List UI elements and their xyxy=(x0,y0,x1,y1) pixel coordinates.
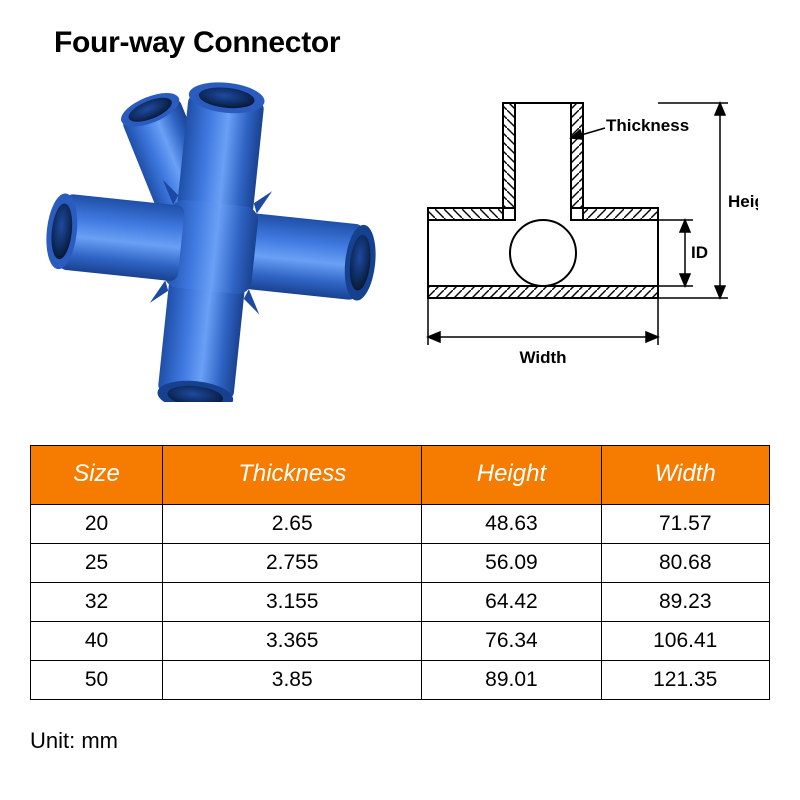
table-cell: 64.42 xyxy=(422,583,601,622)
table-row: 323.15564.4289.23 xyxy=(31,583,770,622)
table-cell: 89.01 xyxy=(422,661,601,700)
label-height: Height xyxy=(728,192,758,211)
table-cell: 3.155 xyxy=(163,583,422,622)
col-size: Size xyxy=(31,446,163,505)
table-cell: 76.34 xyxy=(422,622,601,661)
label-thickness: Thickness xyxy=(606,116,689,135)
table-cell: 89.23 xyxy=(601,583,770,622)
table-cell: 56.09 xyxy=(422,544,601,583)
spec-table: Size Thickness Height Width 202.6548.637… xyxy=(30,445,770,700)
table-cell: 48.63 xyxy=(422,505,601,544)
label-width: Width xyxy=(519,348,566,367)
table-cell: 50 xyxy=(31,661,163,700)
table-cell: 121.35 xyxy=(601,661,770,700)
table-header-row: Size Thickness Height Width xyxy=(31,446,770,505)
table-row: 202.6548.6371.57 xyxy=(31,505,770,544)
table-cell: 3.365 xyxy=(163,622,422,661)
table-cell: 106.41 xyxy=(601,622,770,661)
table-row: 252.75556.0980.68 xyxy=(31,544,770,583)
col-thickness: Thickness xyxy=(163,446,422,505)
product-3d-render xyxy=(46,72,376,402)
table-cell: 25 xyxy=(31,544,163,583)
table-cell: 80.68 xyxy=(601,544,770,583)
label-id: ID xyxy=(691,243,708,262)
table-cell: 2.755 xyxy=(163,544,422,583)
table-cell: 3.85 xyxy=(163,661,422,700)
unit-label: Unit: mm xyxy=(30,728,118,754)
table-row: 503.8589.01121.35 xyxy=(31,661,770,700)
page-title: Four-way Connector xyxy=(54,26,340,60)
table-cell: 71.57 xyxy=(601,505,770,544)
table-cell: 32 xyxy=(31,583,163,622)
col-height: Height xyxy=(422,446,601,505)
table-cell: 40 xyxy=(31,622,163,661)
table-cell: 20 xyxy=(31,505,163,544)
table-row: 403.36576.34106.41 xyxy=(31,622,770,661)
cross-section-diagram: Thickness Height ID Width xyxy=(408,83,758,383)
col-width: Width xyxy=(601,446,770,505)
table-cell: 2.65 xyxy=(163,505,422,544)
